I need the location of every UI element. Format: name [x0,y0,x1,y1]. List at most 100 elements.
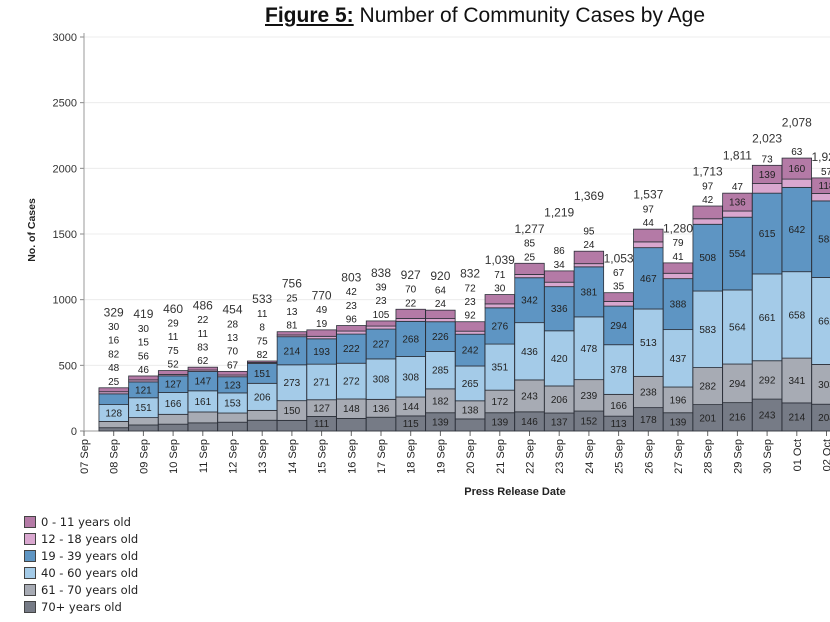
bar-segment [781,186,812,273]
total-label: 1,277 [514,222,544,236]
segment-label: 160 [788,164,805,175]
segment-label: 276 [491,321,508,332]
bar-segment [187,411,218,424]
bar-segment [811,193,830,202]
segment-label: 136 [373,404,390,415]
bar-segment [662,386,694,414]
legend: 0 - 11 years old 12 - 18 years old 19 - 39… [24,513,138,615]
segment-label: 127 [313,404,330,415]
bar-segment [603,292,634,302]
segment-label: 662 [818,316,830,327]
segment-label: 222 [343,344,360,355]
total-label: 927 [401,268,421,282]
segment-label: 147 [194,377,211,388]
legend-swatch [24,532,36,545]
bar-segment [336,333,367,364]
segment-label: 13 [227,333,239,344]
segment-label: 92 [465,311,477,322]
bar-segment [544,286,575,332]
bar-segment [98,387,129,393]
segment-label: 13 [286,307,298,318]
total-label: 1,927 [811,150,830,164]
segment-label: 139 [432,417,449,428]
segment-label: 308 [373,375,390,386]
segment-label: 30 [138,324,150,335]
legend-item: 12 - 18 years old [24,530,138,547]
legend-swatch [24,515,36,528]
bar-segment [336,330,367,335]
segment-label: 86 [554,246,566,257]
bar-segment [217,412,248,423]
segment-label: 97 [702,181,714,192]
total-label: 1,039 [485,253,515,267]
segment-label: 82 [257,350,269,361]
x-tick-label: 21 Sep [495,439,507,474]
bar-segment [157,413,189,425]
bar-segment [514,322,545,381]
legend-item: 70+ years old [24,598,138,615]
segment-label: 67 [613,268,625,279]
bar-segment [573,263,605,268]
segment-label: 214 [284,346,301,357]
bar-segment [454,321,486,332]
segment-label: 146 [521,417,538,428]
segment-label: 64 [435,285,447,296]
segment-label: 206 [551,395,568,406]
bar-segment [692,223,723,292]
bar-segment [484,303,515,309]
total-label: 920 [430,269,450,283]
bar-segment [425,351,456,390]
segment-label: 193 [313,347,330,358]
chart-title: Figure 5: Number of Community Cases by A… [0,4,830,28]
segment-label: 152 [581,417,598,428]
total-label: 803 [341,270,361,284]
bar-segment [544,281,575,288]
segment-label: 265 [462,379,479,390]
title-prefix: Figure 5: [265,4,354,27]
segment-label: 216 [729,412,746,423]
x-tick-label: 15 Sep [317,439,329,474]
segment-label: 24 [583,240,595,251]
segment-label: 642 [788,225,805,236]
bar-segment [662,272,694,280]
bar-segment [454,418,486,432]
x-tick-label: 17 Sep [376,439,388,474]
segment-label: 75 [168,346,180,357]
bar-segment [811,177,830,194]
bar-segment [98,393,129,406]
segment-label: 204 [818,413,830,424]
bar-segment [187,422,218,432]
total-label: 460 [163,302,183,316]
segment-label: 16 [108,336,120,347]
stacked-bar-chart: 0 500 1000 1500 2000 2500 3000 No. of Cases Pres… [26,32,830,498]
x-tick-label: 23 Sep [554,439,566,474]
y-tick-label: 3000 [53,32,77,44]
bar-segment [157,423,189,432]
bar-segment [217,370,248,376]
segment-label: 273 [284,378,301,389]
segment-label: 35 [613,282,625,293]
segment-label: 153 [224,398,241,409]
segment-label: 22 [197,315,209,326]
segment-label: 271 [313,377,330,388]
segment-label: 436 [521,347,538,358]
segment-label: 226 [432,332,449,343]
bar-segment [306,363,337,401]
segment-label: 72 [465,283,477,294]
y-tick-label: 2000 [53,163,77,175]
total-label: 770 [312,288,332,302]
bar-segment [98,421,129,429]
bar-segment [751,398,783,432]
total-label: 1,369 [574,189,604,203]
segment-label: 615 [759,229,776,240]
segment-label: 238 [640,387,657,398]
segment-label: 242 [462,346,479,357]
legend-swatch [24,583,36,596]
legend-swatch [24,549,36,562]
legend-swatch [24,566,36,579]
total-label: 756 [282,277,302,291]
bar-segment [692,404,723,432]
bar-segment [633,247,664,310]
segment-label: 144 [402,402,419,413]
bar-segment [425,309,456,319]
